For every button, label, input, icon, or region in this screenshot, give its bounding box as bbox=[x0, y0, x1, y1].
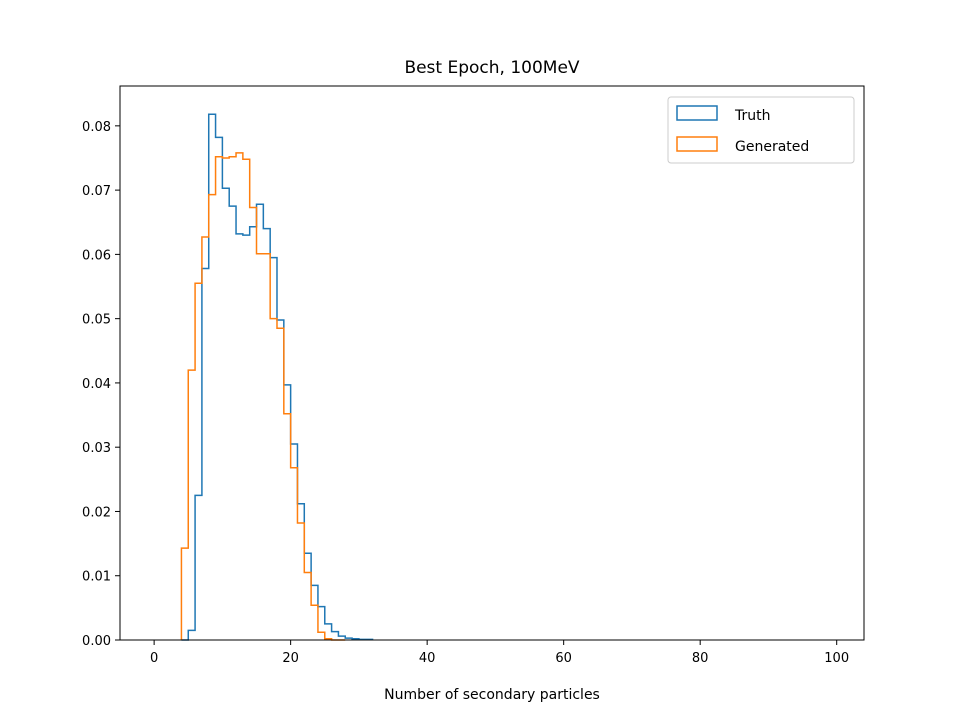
axes: 0 20 40 60 80 100 0.00 0.01 0.02 0.03 0.04 0.05 0.06… bbox=[82, 85, 865, 666]
axes-frame bbox=[119, 85, 865, 641]
chart-title: Best Epoch, 100MeV bbox=[404, 58, 579, 78]
y-tick-label: 0.03 bbox=[82, 441, 111, 456]
legend-swatch-generated bbox=[676, 136, 718, 152]
series-step-generated bbox=[180, 152, 346, 641]
x-tick-label: 20 bbox=[282, 651, 299, 666]
x-tick-label: 40 bbox=[419, 651, 436, 666]
legend-swatch-truth bbox=[676, 105, 718, 121]
y-tick-label: 0.06 bbox=[82, 248, 111, 263]
x-tick-label: 0 bbox=[150, 651, 158, 666]
legend: Truth Generated bbox=[667, 96, 855, 164]
y-tick-label: 0.04 bbox=[82, 377, 111, 392]
legend-label-truth: Truth bbox=[734, 108, 771, 124]
x-tick-label: 80 bbox=[692, 651, 709, 666]
series-step-truth bbox=[181, 113, 374, 641]
x-axis-label: Number of secondary particles bbox=[384, 687, 600, 703]
y-tick-label: 0.00 bbox=[82, 634, 111, 649]
legend-frame bbox=[667, 96, 855, 164]
y-tick-label: 0.08 bbox=[82, 120, 111, 135]
y-tick-label: 0.05 bbox=[82, 313, 111, 328]
x-tick-label: 60 bbox=[555, 651, 572, 666]
x-tick-label: 100 bbox=[824, 651, 849, 666]
y-tick-label: 0.02 bbox=[82, 505, 111, 520]
legend-label-generated: Generated bbox=[735, 139, 809, 155]
y-tick-label: 0.01 bbox=[82, 570, 111, 585]
y-tick-label: 0.07 bbox=[82, 184, 111, 199]
plot-area bbox=[180, 113, 374, 641]
